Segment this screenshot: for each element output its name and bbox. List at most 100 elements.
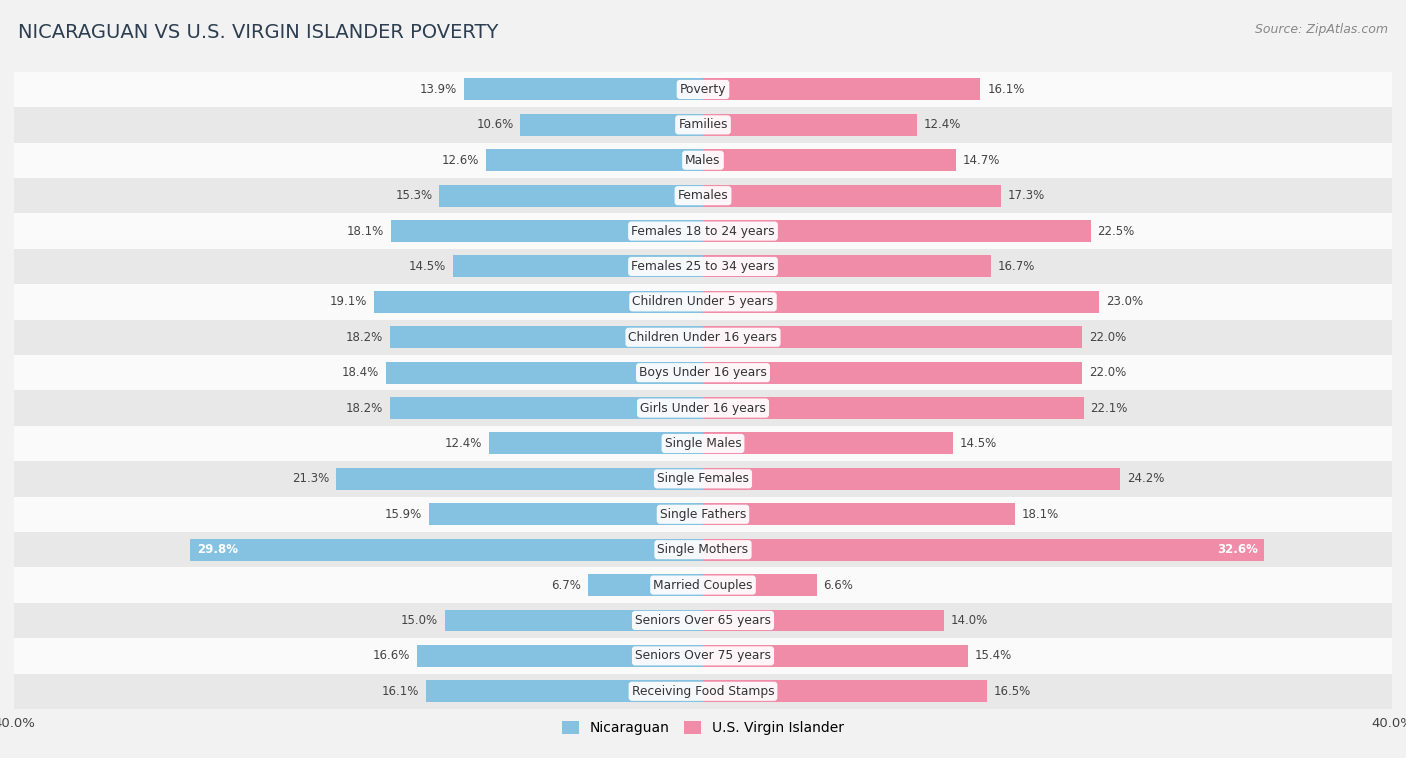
Bar: [14, 284, 1392, 320]
Text: Married Couples: Married Couples: [654, 578, 752, 591]
Bar: [374, 291, 703, 313]
Bar: [389, 326, 703, 348]
Text: 15.0%: 15.0%: [401, 614, 437, 627]
Bar: [14, 674, 1392, 709]
Text: 17.3%: 17.3%: [1008, 190, 1045, 202]
Text: Children Under 5 years: Children Under 5 years: [633, 296, 773, 309]
Bar: [703, 397, 1084, 419]
Bar: [14, 320, 1392, 355]
Bar: [703, 681, 987, 702]
Text: 16.5%: 16.5%: [994, 684, 1032, 698]
Bar: [464, 79, 703, 101]
Text: Single Fathers: Single Fathers: [659, 508, 747, 521]
Text: NICARAGUAN VS U.S. VIRGIN ISLANDER POVERTY: NICARAGUAN VS U.S. VIRGIN ISLANDER POVER…: [18, 23, 499, 42]
Text: Females 25 to 34 years: Females 25 to 34 years: [631, 260, 775, 273]
Bar: [14, 426, 1392, 461]
Text: 12.4%: 12.4%: [924, 118, 960, 131]
Text: Single Females: Single Females: [657, 472, 749, 485]
Bar: [14, 249, 1392, 284]
Text: Receiving Food Stamps: Receiving Food Stamps: [631, 684, 775, 698]
Bar: [14, 213, 1392, 249]
Bar: [703, 645, 969, 667]
Text: Seniors Over 65 years: Seniors Over 65 years: [636, 614, 770, 627]
Text: 22.1%: 22.1%: [1091, 402, 1128, 415]
Bar: [14, 178, 1392, 213]
Bar: [391, 220, 703, 242]
Bar: [486, 149, 703, 171]
Bar: [703, 539, 1264, 561]
Bar: [14, 107, 1392, 143]
Text: Girls Under 16 years: Girls Under 16 years: [640, 402, 766, 415]
Bar: [389, 397, 703, 419]
Bar: [703, 114, 917, 136]
Bar: [387, 362, 703, 384]
Bar: [444, 609, 703, 631]
Text: 18.4%: 18.4%: [342, 366, 380, 379]
Bar: [14, 638, 1392, 674]
Bar: [489, 433, 703, 455]
Bar: [190, 539, 703, 561]
Bar: [703, 433, 953, 455]
Bar: [14, 568, 1392, 603]
Text: 18.2%: 18.2%: [346, 402, 382, 415]
Bar: [14, 603, 1392, 638]
Text: 14.7%: 14.7%: [963, 154, 1001, 167]
Bar: [14, 532, 1392, 568]
Text: 6.6%: 6.6%: [824, 578, 853, 591]
Text: 16.1%: 16.1%: [381, 684, 419, 698]
Text: 16.6%: 16.6%: [373, 650, 411, 662]
Bar: [14, 355, 1392, 390]
Bar: [703, 255, 991, 277]
Bar: [703, 468, 1119, 490]
Text: 6.7%: 6.7%: [551, 578, 581, 591]
Bar: [14, 496, 1392, 532]
Bar: [336, 468, 703, 490]
Bar: [14, 461, 1392, 496]
Bar: [703, 503, 1015, 525]
Text: 18.2%: 18.2%: [346, 330, 382, 344]
Text: Families: Families: [678, 118, 728, 131]
Text: Boys Under 16 years: Boys Under 16 years: [640, 366, 766, 379]
Bar: [14, 390, 1392, 426]
Text: 15.4%: 15.4%: [976, 650, 1012, 662]
Text: Males: Males: [685, 154, 721, 167]
Text: 12.4%: 12.4%: [446, 437, 482, 450]
Text: 15.3%: 15.3%: [395, 190, 433, 202]
Bar: [453, 255, 703, 277]
Text: 23.0%: 23.0%: [1107, 296, 1143, 309]
Text: Females 18 to 24 years: Females 18 to 24 years: [631, 224, 775, 237]
Bar: [14, 72, 1392, 107]
Bar: [703, 326, 1083, 348]
Bar: [429, 503, 703, 525]
Text: 14.5%: 14.5%: [960, 437, 997, 450]
Text: 15.9%: 15.9%: [385, 508, 422, 521]
Text: 18.1%: 18.1%: [1022, 508, 1059, 521]
Text: 12.6%: 12.6%: [441, 154, 479, 167]
Text: Females: Females: [678, 190, 728, 202]
Text: 24.2%: 24.2%: [1126, 472, 1164, 485]
Bar: [426, 681, 703, 702]
Bar: [703, 291, 1099, 313]
Bar: [520, 114, 703, 136]
Text: 10.6%: 10.6%: [477, 118, 513, 131]
Text: 22.5%: 22.5%: [1098, 224, 1135, 237]
Text: Single Males: Single Males: [665, 437, 741, 450]
Bar: [418, 645, 703, 667]
Bar: [703, 220, 1091, 242]
Legend: Nicaraguan, U.S. Virgin Islander: Nicaraguan, U.S. Virgin Islander: [557, 716, 849, 741]
Text: 16.1%: 16.1%: [987, 83, 1025, 96]
Text: 22.0%: 22.0%: [1088, 330, 1126, 344]
Text: Single Mothers: Single Mothers: [658, 543, 748, 556]
Bar: [703, 79, 980, 101]
Bar: [588, 574, 703, 596]
Text: Seniors Over 75 years: Seniors Over 75 years: [636, 650, 770, 662]
Text: 21.3%: 21.3%: [292, 472, 329, 485]
Text: 18.1%: 18.1%: [347, 224, 384, 237]
Bar: [703, 149, 956, 171]
Bar: [14, 143, 1392, 178]
Bar: [440, 185, 703, 207]
Bar: [703, 609, 945, 631]
Text: 14.0%: 14.0%: [950, 614, 988, 627]
Text: Children Under 16 years: Children Under 16 years: [628, 330, 778, 344]
Text: 32.6%: 32.6%: [1216, 543, 1257, 556]
